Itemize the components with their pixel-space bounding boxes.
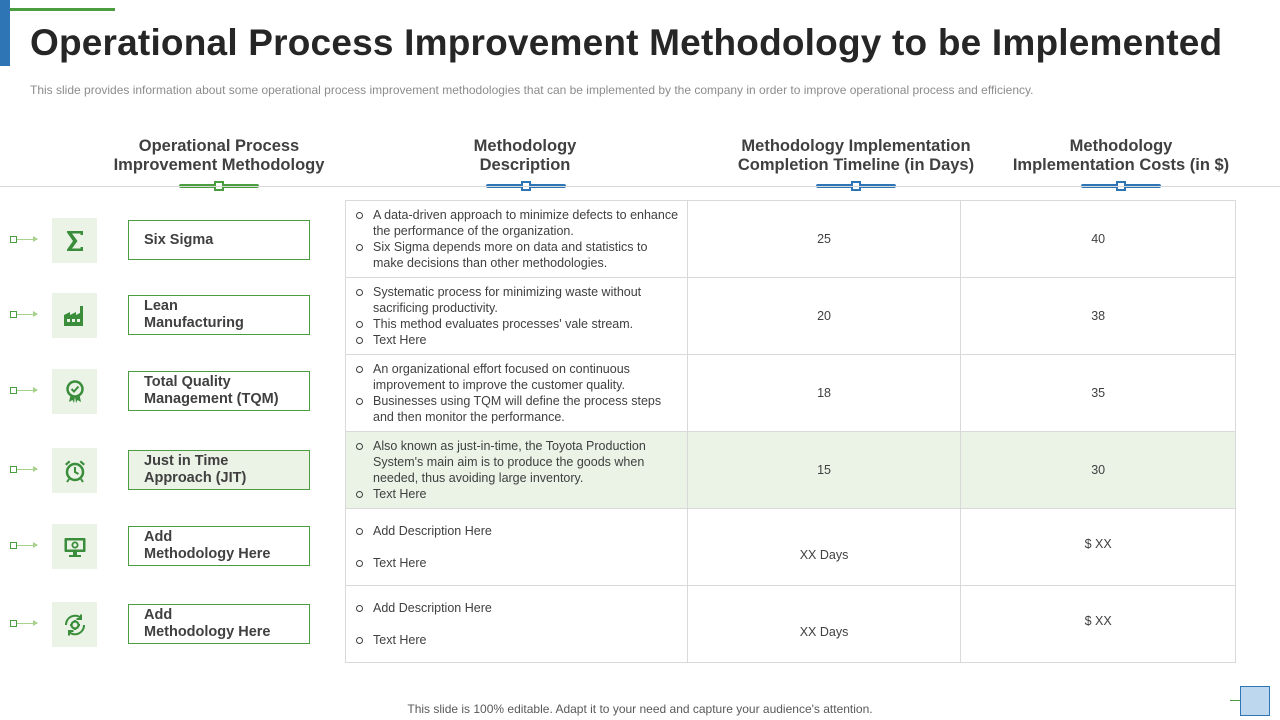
column-header-timeline: Methodology Implementation Completion Ti…	[720, 137, 992, 175]
column-header-costs: Methodology Implementation Costs (in $)	[1008, 137, 1234, 175]
footer-note: This slide is 100% editable. Adapt it to…	[407, 702, 873, 716]
timeline-cell: XX Days	[686, 508, 962, 586]
gear-cycle-icon	[52, 602, 97, 647]
connector-node	[10, 466, 17, 473]
methodology-label: Add Methodology Here	[144, 607, 271, 640]
connector-line	[17, 623, 37, 624]
table-row-highlighted: Also known as just-in-time, the Toyota P…	[345, 431, 1236, 509]
cost-cell: 40	[960, 200, 1236, 278]
methodology-row: Add Methodology Here	[0, 508, 340, 584]
methodology-row: Just in Time Approach (JIT)	[0, 432, 340, 508]
page-title: Operational Process Improvement Methodol…	[30, 22, 1223, 63]
column-header-description: Methodology Description	[455, 137, 595, 175]
methodology-row: Six Sigma	[0, 202, 340, 278]
table-row: A data-driven approach to minimize defec…	[345, 200, 1236, 278]
connector-node	[10, 620, 17, 627]
timeline-cell: XX Days	[686, 585, 962, 663]
timeline-cell: 15	[686, 431, 962, 509]
methodology-name: Just in Time Approach (JIT)	[128, 450, 310, 490]
methodology-name: Add Methodology Here	[128, 526, 310, 566]
table-row: Add Description Here Text Here XX Days $…	[345, 585, 1236, 663]
description-bullet: An organizational effort focused on cont…	[356, 361, 681, 393]
methodology-table: A data-driven approach to minimize defec…	[345, 200, 1236, 663]
description-bullet: Text Here	[356, 632, 681, 648]
cost-cell: 35	[960, 354, 1236, 432]
connector-arrow	[33, 387, 38, 393]
methodology-label: Six Sigma	[144, 231, 214, 248]
methodology-label: Total Quality Management (TQM)	[144, 374, 279, 407]
cost-cell: $ XX	[960, 508, 1236, 586]
connector-line	[17, 314, 37, 315]
description-bullet: Add Description Here	[356, 523, 681, 539]
timeline-cell: 20	[686, 277, 962, 355]
methodology-label: Just in Time Approach (JIT)	[144, 453, 247, 486]
column-header-label: Operational Process Improvement Methodol…	[113, 137, 325, 174]
methodology-name: Add Methodology Here	[128, 604, 310, 644]
connector-arrow	[33, 311, 38, 317]
timeline-cell: 25	[686, 200, 962, 278]
page-subtitle: This slide provides information about so…	[30, 83, 1034, 97]
methodology-row: Lean Manufacturing	[0, 277, 340, 353]
description-bullet: Text Here	[356, 555, 681, 571]
methodology-row: Add Methodology Here	[0, 586, 340, 662]
top-accent-line	[10, 8, 115, 11]
description-cell: Systematic process for minimizing waste …	[345, 277, 688, 355]
connector-line	[17, 545, 37, 546]
description-cell: Add Description Here Text Here	[345, 508, 688, 586]
column-header-label: Methodology Implementation Costs (in $)	[1012, 137, 1230, 174]
connector-node	[10, 236, 17, 243]
connector-line	[17, 390, 37, 391]
methodology-name: Total Quality Management (TQM)	[128, 371, 310, 411]
connector-arrow	[33, 236, 38, 242]
quality-badge-icon	[52, 369, 97, 414]
description-bullet: Text Here	[356, 332, 681, 348]
description-bullet: Six Sigma depends more on data and stati…	[356, 239, 681, 271]
header-divider	[0, 186, 1280, 187]
connector-arrow	[33, 620, 38, 626]
monitor-gear-icon	[52, 524, 97, 569]
connector-arrow	[33, 466, 38, 472]
description-cell: A data-driven approach to minimize defec…	[345, 200, 688, 278]
table-row: An organizational effort focused on cont…	[345, 354, 1236, 432]
corner-accent-box	[1240, 686, 1270, 716]
corner-accent-line	[1230, 700, 1242, 701]
description-bullet: Add Description Here	[356, 600, 681, 616]
timeline-cell: 18	[686, 354, 962, 432]
methodology-label: Lean Manufacturing	[144, 298, 244, 331]
description-bullet: Businesses using TQM will define the pro…	[356, 393, 681, 425]
connector-line	[17, 469, 37, 470]
column-header-label: Methodology Description	[473, 137, 577, 174]
description-cell: Add Description Here Text Here	[345, 585, 688, 663]
description-bullet: A data-driven approach to minimize defec…	[356, 207, 681, 239]
methodology-name: Lean Manufacturing	[128, 295, 310, 335]
alarm-clock-icon	[52, 448, 97, 493]
table-row: Systematic process for minimizing waste …	[345, 277, 1236, 355]
cost-cell: $ XX	[960, 585, 1236, 663]
description-bullet: Also known as just-in-time, the Toyota P…	[356, 438, 681, 486]
left-accent-bar	[0, 0, 10, 66]
table-row: Add Description Here Text Here XX Days $…	[345, 508, 1236, 586]
connector-arrow	[33, 542, 38, 548]
cost-cell: 38	[960, 277, 1236, 355]
connector-line	[17, 239, 37, 240]
factory-icon	[52, 293, 97, 338]
column-header-methodology: Operational Process Improvement Methodol…	[100, 137, 338, 175]
description-cell: An organizational effort focused on cont…	[345, 354, 688, 432]
connector-node	[10, 542, 17, 549]
description-cell: Also known as just-in-time, the Toyota P…	[345, 431, 688, 509]
connector-node	[10, 387, 17, 394]
cost-cell: 30	[960, 431, 1236, 509]
description-bullet: Text Here	[356, 486, 681, 502]
methodology-row: Total Quality Management (TQM)	[0, 353, 340, 429]
column-header-label: Methodology Implementation Completion Ti…	[737, 137, 975, 174]
description-bullet: Systematic process for minimizing waste …	[356, 284, 681, 316]
connector-node	[10, 311, 17, 318]
sigma-icon	[52, 218, 97, 263]
methodology-label: Add Methodology Here	[144, 529, 271, 562]
methodology-name: Six Sigma	[128, 220, 310, 260]
description-bullet: This method evaluates processes' vale st…	[356, 316, 681, 332]
